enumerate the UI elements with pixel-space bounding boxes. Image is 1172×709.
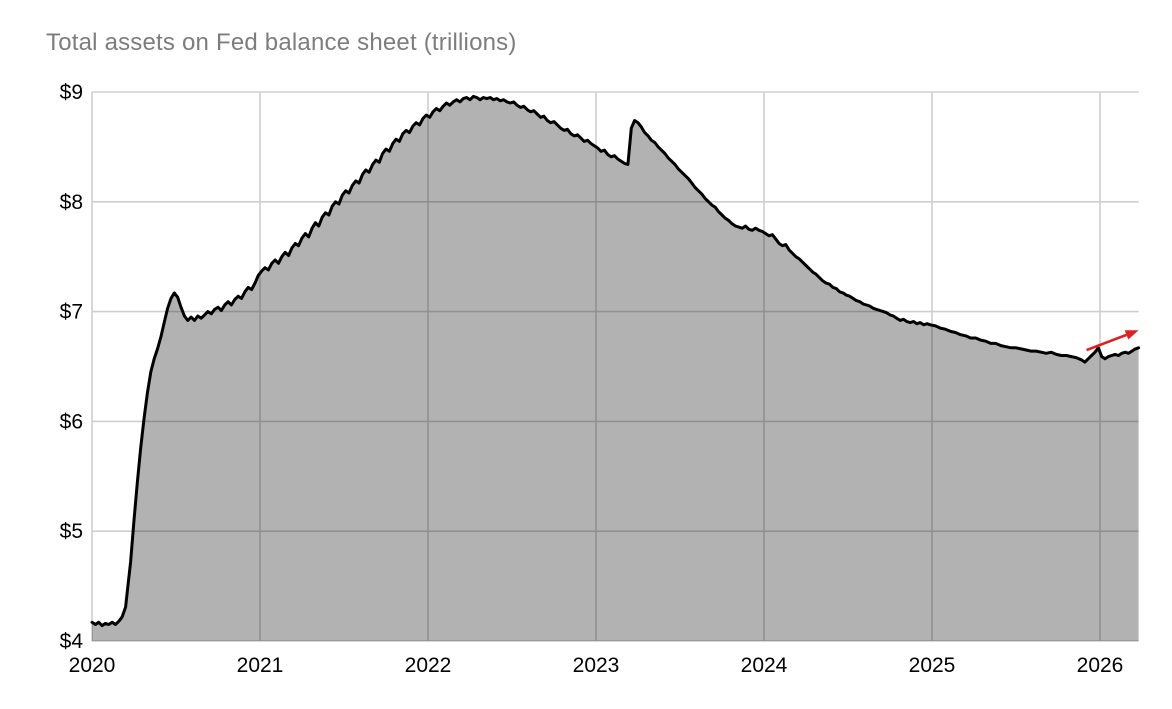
vertical-gridlines xyxy=(91,92,1101,641)
y-axis-labels: $4 $5 $6 $7 $8 $9 xyxy=(60,81,84,653)
y-tick-label-6: $6 xyxy=(60,410,83,433)
balance-sheet-line xyxy=(90,94,1141,628)
x-tick-label-2025: 2025 xyxy=(909,654,956,677)
x-tick-label-2022: 2022 xyxy=(405,654,452,677)
y-tick-label-4: $4 xyxy=(60,630,84,653)
x-tick-label-2020: 2020 xyxy=(69,654,116,677)
uptick-arrow-icon xyxy=(1086,330,1139,352)
x-tick-label-2026: 2026 xyxy=(1077,654,1124,677)
x-tick-label-2023: 2023 xyxy=(573,654,620,677)
horizontal-gridlines xyxy=(92,91,1139,642)
y-tick-label-7: $7 xyxy=(60,301,83,324)
arrow-shaft xyxy=(1086,333,1127,352)
arrow-head xyxy=(1124,330,1139,340)
area-fill xyxy=(92,96,1139,641)
y-tick-label-5: $5 xyxy=(60,520,83,543)
y-tick-label-8: $8 xyxy=(60,191,83,214)
x-tick-label-2024: 2024 xyxy=(741,654,788,677)
x-axis-labels: 2020 2021 2022 2023 2024 2025 2026 xyxy=(69,654,1124,677)
x-tick-label-2021: 2021 xyxy=(237,654,284,677)
y-tick-label-9: $9 xyxy=(60,81,83,104)
chart-title: Total assets on Fed balance sheet (trill… xyxy=(46,29,517,56)
